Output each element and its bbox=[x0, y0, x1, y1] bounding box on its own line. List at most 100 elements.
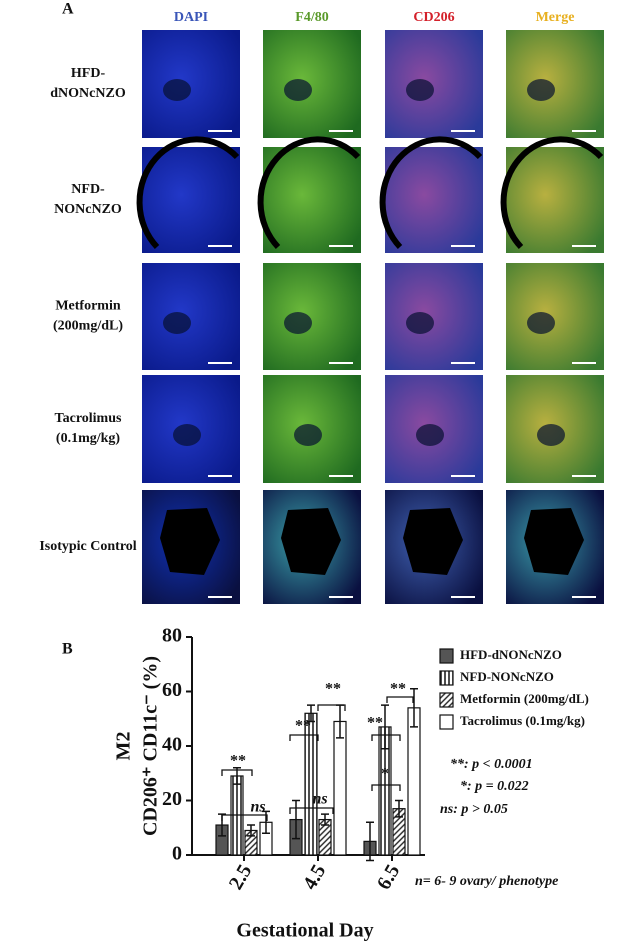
micrograph bbox=[385, 263, 483, 370]
follicle bbox=[136, 136, 240, 250]
follicle bbox=[406, 79, 434, 101]
legend-label: Tacrolimus (0.1mg/kg) bbox=[460, 713, 585, 728]
micrograph bbox=[136, 136, 240, 253]
legend-label: NFD-NONcNZO bbox=[460, 669, 554, 684]
image bbox=[263, 263, 361, 370]
y-tick-label: 0 bbox=[172, 843, 182, 865]
y-tick-label: 60 bbox=[162, 679, 182, 701]
error-bar bbox=[395, 799, 403, 818]
annotation: ns bbox=[312, 791, 327, 808]
x-tick-label: 6.5 bbox=[373, 861, 405, 894]
y-axis-label: M2 bbox=[113, 732, 135, 761]
image bbox=[142, 147, 240, 253]
follicle bbox=[257, 136, 361, 250]
legend-swatch bbox=[439, 648, 454, 664]
follicle bbox=[527, 312, 555, 334]
legend-label: Metformin (200mg/dL) bbox=[460, 691, 589, 706]
micrograph bbox=[263, 375, 361, 483]
micrograph bbox=[142, 490, 240, 604]
micrograph bbox=[142, 375, 240, 483]
follicle bbox=[416, 424, 444, 446]
image bbox=[506, 147, 604, 253]
y-tick-label: 40 bbox=[162, 734, 182, 756]
row-label: HFD- bbox=[71, 66, 106, 81]
annotation: ** bbox=[295, 718, 311, 735]
lumen bbox=[281, 508, 341, 575]
error-bar bbox=[366, 821, 374, 862]
row-label: (0.1mg/kg) bbox=[56, 431, 121, 446]
micrograph bbox=[385, 30, 483, 138]
micrograph bbox=[500, 136, 604, 253]
row-label: (200mg/dL) bbox=[53, 319, 123, 334]
image bbox=[385, 30, 483, 138]
follicle bbox=[284, 79, 312, 101]
note: n= 6- 9 ovary/ phenotype bbox=[415, 874, 558, 889]
annotation: ns bbox=[250, 799, 265, 816]
row-label: Isotypic Control bbox=[39, 539, 136, 554]
follicle bbox=[294, 424, 322, 446]
annotation: ** bbox=[390, 681, 406, 698]
image bbox=[263, 30, 361, 138]
y-tick-label: 20 bbox=[162, 788, 182, 810]
panel-label: A bbox=[62, 1, 74, 18]
micrograph bbox=[385, 375, 483, 483]
follicle bbox=[173, 424, 201, 446]
row-label: Tacrolimus bbox=[55, 411, 122, 426]
row-label: NFD- bbox=[71, 182, 105, 197]
annotation: ** bbox=[325, 681, 341, 698]
micrograph bbox=[385, 490, 483, 604]
micrograph bbox=[263, 263, 361, 370]
y-tick-label: 80 bbox=[162, 625, 182, 647]
column-header: F4/80 bbox=[295, 10, 328, 25]
row-label: Metformin bbox=[55, 299, 121, 314]
micrograph bbox=[142, 30, 240, 138]
annotation: * bbox=[381, 766, 389, 783]
column-header: Merge bbox=[536, 10, 575, 25]
follicle bbox=[163, 79, 191, 101]
bracket bbox=[289, 807, 334, 814]
image bbox=[263, 147, 361, 253]
legend-swatch bbox=[439, 670, 454, 686]
follicle bbox=[527, 79, 555, 101]
image bbox=[142, 263, 240, 370]
error-bar bbox=[292, 799, 300, 840]
note: ns: p > 0.05 bbox=[440, 802, 508, 817]
micrograph bbox=[257, 136, 361, 253]
micrograph bbox=[263, 490, 361, 604]
note: *: p = 0.022 bbox=[460, 779, 529, 794]
annotation: ** bbox=[367, 715, 383, 732]
panel-label: B bbox=[62, 641, 73, 658]
micrograph bbox=[506, 375, 604, 483]
follicle bbox=[406, 312, 434, 334]
micrograph bbox=[263, 30, 361, 138]
lumen bbox=[160, 508, 220, 575]
row-label: dNONcNZO bbox=[50, 86, 126, 101]
x-tick-label: 4.5 bbox=[299, 861, 331, 894]
bracket bbox=[289, 734, 319, 741]
follicle bbox=[537, 424, 565, 446]
legend-label: HFD-dNONcNZO bbox=[460, 647, 562, 662]
image bbox=[506, 263, 604, 370]
bracket bbox=[371, 734, 401, 741]
follicle bbox=[284, 312, 312, 334]
image bbox=[506, 30, 604, 138]
micrograph bbox=[506, 490, 604, 604]
image bbox=[385, 147, 483, 253]
error-bar bbox=[247, 824, 255, 837]
legend-swatch bbox=[439, 714, 454, 730]
error-bar bbox=[307, 704, 315, 723]
bracket bbox=[386, 696, 414, 703]
follicle bbox=[500, 136, 604, 250]
error-bar bbox=[381, 704, 389, 750]
x-tick-label: 2.5 bbox=[225, 861, 257, 894]
x-axis-label: Gestational Day bbox=[236, 920, 373, 942]
bracket bbox=[371, 784, 401, 791]
bracket bbox=[221, 769, 253, 776]
micrograph bbox=[379, 136, 483, 253]
image bbox=[142, 30, 240, 138]
error-bar bbox=[321, 813, 329, 826]
legend-swatch bbox=[439, 692, 454, 708]
column-header: CD206 bbox=[413, 10, 454, 25]
bracket bbox=[317, 704, 346, 711]
